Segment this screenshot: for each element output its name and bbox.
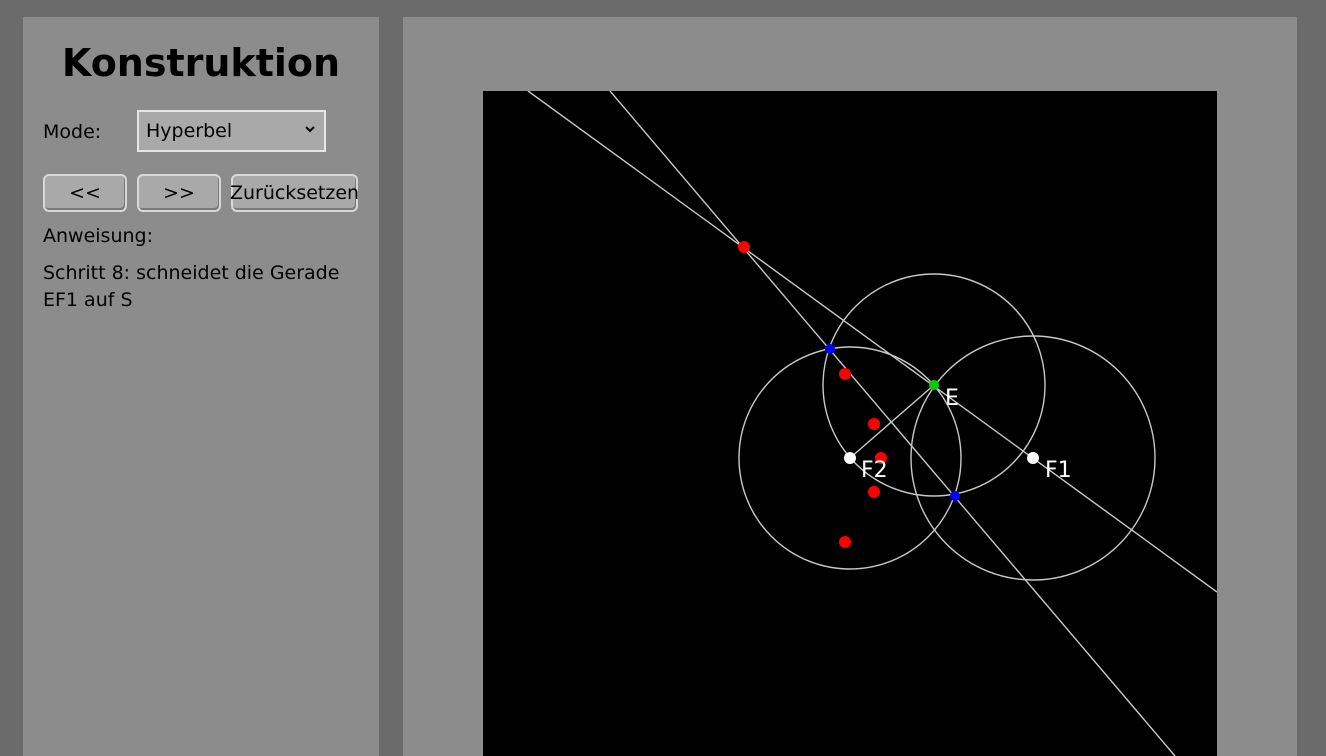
blue-point (825, 344, 835, 354)
focus-point-f2 (844, 452, 856, 464)
red-point (839, 536, 851, 548)
point-e (929, 380, 939, 390)
red-point (868, 486, 880, 498)
blue-point (950, 491, 960, 501)
sidebar-panel: Konstruktion Mode: Hyperbel << >> Zurück… (23, 17, 379, 756)
construction-drawing: E F2 F1 (527, 91, 1217, 756)
next-step-button[interactable]: >> (137, 174, 221, 212)
red-point (875, 452, 887, 464)
chevron-down-icon (305, 126, 315, 133)
label-f2: F2 (861, 458, 888, 483)
line-ef1 (527, 91, 1217, 593)
construction-canvas[interactable]: E F2 F1 (483, 91, 1217, 756)
circle-around-f2 (738, 346, 962, 570)
mode-label: Mode: (43, 121, 102, 143)
focus-point-f1 (1027, 452, 1039, 464)
line-through-blue-points (609, 91, 1176, 756)
circle-around-f1 (910, 335, 1156, 581)
instruction-text: Schritt 8: schneidet die Gerade EF1 auf … (43, 262, 340, 311)
instruction-label: Anweisung: (43, 225, 153, 247)
main-panel: E F2 F1 (403, 17, 1297, 756)
panel-title: Konstruktion (61, 41, 341, 85)
mode-select-value: Hyperbel (146, 120, 233, 142)
label-f1: F1 (1045, 458, 1072, 483)
previous-step-button[interactable]: << (43, 174, 127, 212)
red-point (738, 241, 750, 253)
red-point (868, 418, 880, 430)
mode-select[interactable]: Hyperbel (137, 110, 326, 152)
red-point (839, 368, 851, 380)
circle-around-e (822, 273, 1046, 497)
segment-f2-e (849, 384, 935, 459)
reset-button[interactable]: Zurücksetzen (230, 174, 359, 212)
label-e: E (945, 386, 959, 411)
